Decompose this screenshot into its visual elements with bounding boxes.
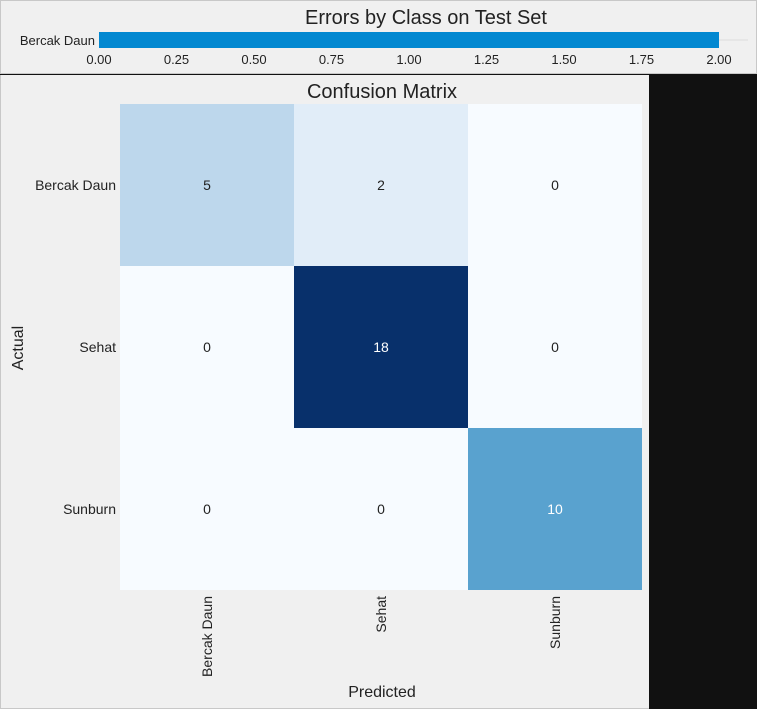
errors-x-ticks: 0.00 0.25 0.50 0.75 1.00 1.25 1.50 1.75 2.00 [86,52,731,67]
confusion-col-label: Sunburn [547,596,563,649]
confusion-matrix-chart: Confusion Matrix 5 2 0 0 18 0 0 0 10 Bercak Daun… [10,81,642,701]
confusion-cell [294,104,468,266]
confusion-col-labels: Bercak Daun Sehat Sunburn [199,596,563,677]
confusion-cell [120,266,294,428]
confusion-cell [468,104,642,266]
errors-x-tick-label: 1.50 [551,52,576,67]
errors-x-tick-label: 0.00 [86,52,111,67]
errors-chart-title: Errors by Class on Test Set [305,7,547,29]
confusion-cell [120,428,294,590]
confusion-y-axis-label: Actual [10,326,27,370]
errors-x-tick-label: 0.25 [164,52,189,67]
confusion-row-label: Sehat [79,339,116,355]
confusion-cell-value: 0 [203,501,211,517]
confusion-cell-value: 0 [551,339,559,355]
confusion-cell-value: 18 [373,339,389,355]
confusion-matrix-cells: 5 2 0 0 18 0 0 0 10 [120,104,642,590]
errors-x-tick-label: 1.25 [474,52,499,67]
confusion-col-label: Bercak Daun [199,596,215,677]
confusion-matrix-title: Confusion Matrix [307,81,457,103]
confusion-cell-value: 0 [551,177,559,193]
confusion-cell-value: 5 [203,177,211,193]
errors-x-tick-label: 1.00 [396,52,421,67]
confusion-col-label: Sehat [373,596,389,633]
confusion-cell-value: 0 [203,339,211,355]
confusion-cell [468,266,642,428]
confusion-matrix-panel: Confusion Matrix 5 2 0 0 18 0 0 0 10 Bercak Daun… [0,75,649,709]
confusion-cell [120,104,294,266]
errors-x-tick-label: 1.75 [629,52,654,67]
confusion-cell-value: 2 [377,177,385,193]
errors-bar-chart: Errors by Class on Test Set 0.00 0.25 0.50… [20,7,748,67]
confusion-row-label: Bercak Daun [35,177,116,193]
errors-x-tick-label: 0.50 [241,52,266,67]
dark-side-panel [649,75,757,709]
confusion-row-label: Sunburn [63,501,116,517]
errors-x-tick-label: 0.75 [319,52,344,67]
errors-bar [99,32,719,48]
confusion-cell [294,428,468,590]
errors-category-label: Bercak Daun [20,33,95,48]
confusion-cell [468,428,642,590]
confusion-cell-value: 0 [377,501,385,517]
confusion-x-axis-label: Predicted [348,684,416,701]
confusion-row-labels: Bercak Daun Sehat Sunburn [35,177,116,517]
errors-chart-panel: Errors by Class on Test Set 0.00 0.25 0.50… [0,0,757,74]
errors-x-tick-label: 2.00 [706,52,731,67]
confusion-cell-value: 10 [547,501,563,517]
errors-bars [99,32,719,48]
confusion-cell [294,266,468,428]
errors-category-labels: Bercak Daun [20,33,95,48]
